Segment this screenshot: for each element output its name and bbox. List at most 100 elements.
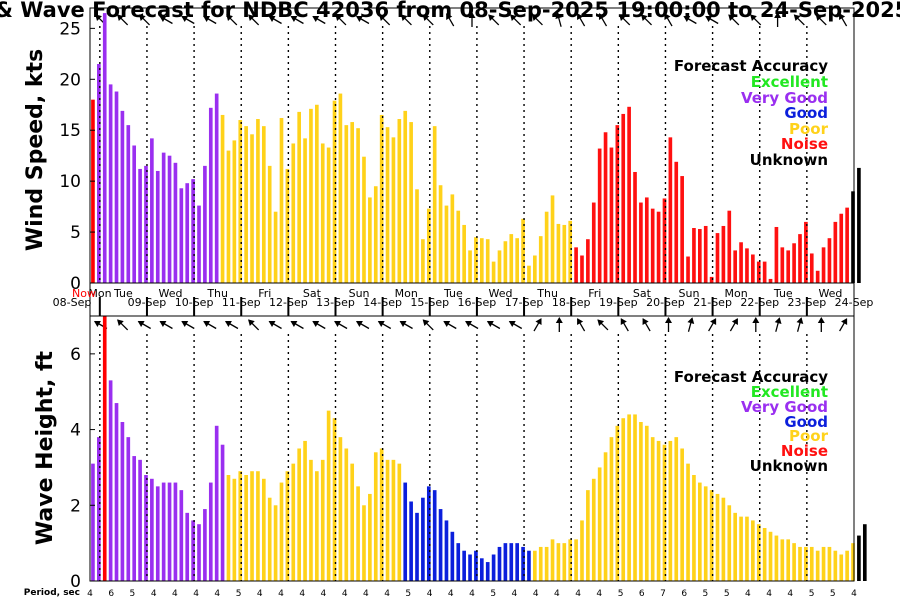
wave-bar <box>102 316 107 581</box>
wind-direction-arrow <box>159 15 173 25</box>
wave-bar <box>432 490 437 581</box>
wave-bar <box>462 550 466 581</box>
wind-direction-arrow <box>117 14 129 26</box>
now-label: Now <box>72 287 96 300</box>
wind-bar <box>250 134 254 283</box>
wind-direction-arrow <box>750 14 762 26</box>
wave-direction-arrow <box>312 320 326 330</box>
wave-bar <box>774 535 779 581</box>
wave-bar <box>621 418 626 581</box>
wind-bar <box>303 138 307 283</box>
wave-direction-arrow <box>796 317 804 332</box>
wave-direction-arrow <box>533 318 542 332</box>
day-label: Mon <box>725 287 748 300</box>
period-value: 4 <box>321 589 327 599</box>
wind-y-tick-label: 0 <box>70 274 81 294</box>
wind-bar <box>804 221 808 283</box>
wind-bar <box>556 223 561 283</box>
wind-bar <box>815 270 820 283</box>
wave-bar <box>244 475 248 581</box>
wave-bar <box>273 505 278 581</box>
wave-bar <box>138 459 142 581</box>
wave-bar <box>591 478 596 581</box>
date-label: 08-Sep <box>53 296 92 309</box>
wind-bar <box>538 236 543 283</box>
wind-direction-arrow <box>774 12 782 27</box>
period-value: 4 <box>533 589 539 599</box>
wave-direction-arrow <box>465 320 479 330</box>
period-value: 4 <box>512 589 518 599</box>
period-value: 4 <box>151 589 157 599</box>
day-label: Fri <box>588 287 601 300</box>
wind-bar <box>185 183 190 283</box>
wave-legend-unknown: Unknown <box>750 457 828 475</box>
wave-bar <box>385 459 390 581</box>
wind-bar <box>444 205 449 283</box>
wave-bar <box>792 543 796 581</box>
wave-bar <box>126 437 131 581</box>
wind-bar <box>91 99 95 283</box>
wave-plot-frame <box>89 315 855 582</box>
wave-bar <box>191 520 195 581</box>
wind-bar <box>580 255 584 283</box>
wind-bar <box>273 211 278 283</box>
day-label: Sat <box>303 287 322 300</box>
wave-bar <box>97 437 101 581</box>
wave-legend-poor: Poor <box>789 427 829 445</box>
wave-bar <box>715 493 720 581</box>
wind-bar <box>527 265 531 283</box>
wind-direction-arrow <box>839 13 848 27</box>
wind-bar <box>155 170 160 283</box>
wave-direction-arrow <box>620 318 629 332</box>
wind-y-tick-label: 20 <box>59 70 81 90</box>
wave-bar <box>250 471 254 581</box>
wind-bar <box>226 150 231 283</box>
wind-bar <box>403 110 408 284</box>
wave-direction-arrow <box>181 320 195 330</box>
wind-legend-excellent: Excellent <box>751 73 828 91</box>
wind-bar <box>315 104 319 283</box>
period-value: 5 <box>618 589 624 599</box>
wind-y-tick-label: 25 <box>59 19 81 39</box>
wind-bar <box>379 114 384 283</box>
wind-bar <box>792 243 796 283</box>
day-label: Mon <box>88 287 111 300</box>
wind-bar <box>709 276 714 283</box>
wave-bar <box>680 448 684 581</box>
wave-direction-arrow <box>752 317 760 332</box>
wind-legend-good: Good <box>784 104 828 122</box>
wind-bar <box>285 168 290 283</box>
wind-bar <box>751 254 755 283</box>
wind-bar <box>739 242 743 283</box>
wave-bar <box>562 543 567 581</box>
wave-bar <box>120 422 125 581</box>
period-value: 4 <box>554 589 560 599</box>
wave-bar <box>650 437 655 581</box>
wind-bar <box>232 140 237 283</box>
period-value: 4 <box>278 589 284 599</box>
wave-bar <box>568 539 573 581</box>
wave-bar <box>698 482 702 581</box>
day-label: Tue <box>443 287 463 300</box>
wind-bar <box>138 168 142 283</box>
wind-bar <box>415 189 419 283</box>
wind-speed-bars <box>91 13 861 284</box>
wave-direction-arrow <box>422 319 434 331</box>
wind-bar <box>568 220 573 283</box>
wave-bar <box>768 531 773 581</box>
wind-bar <box>774 226 779 283</box>
wind-bar <box>450 194 455 283</box>
wind-bar <box>267 165 272 283</box>
wave-bar <box>827 546 832 581</box>
wind-bar <box>680 176 684 283</box>
wind-bar <box>650 208 655 283</box>
wind-bar <box>786 250 791 283</box>
wave-bar <box>456 543 461 581</box>
period-value: 4 <box>172 589 178 599</box>
wave-bar <box>615 425 620 581</box>
period-value: 4 <box>787 589 793 599</box>
wind-bar <box>668 137 673 283</box>
period-value: 5 <box>405 589 411 599</box>
day-label: Thu <box>536 287 558 300</box>
wind-direction-arrow <box>598 13 608 27</box>
